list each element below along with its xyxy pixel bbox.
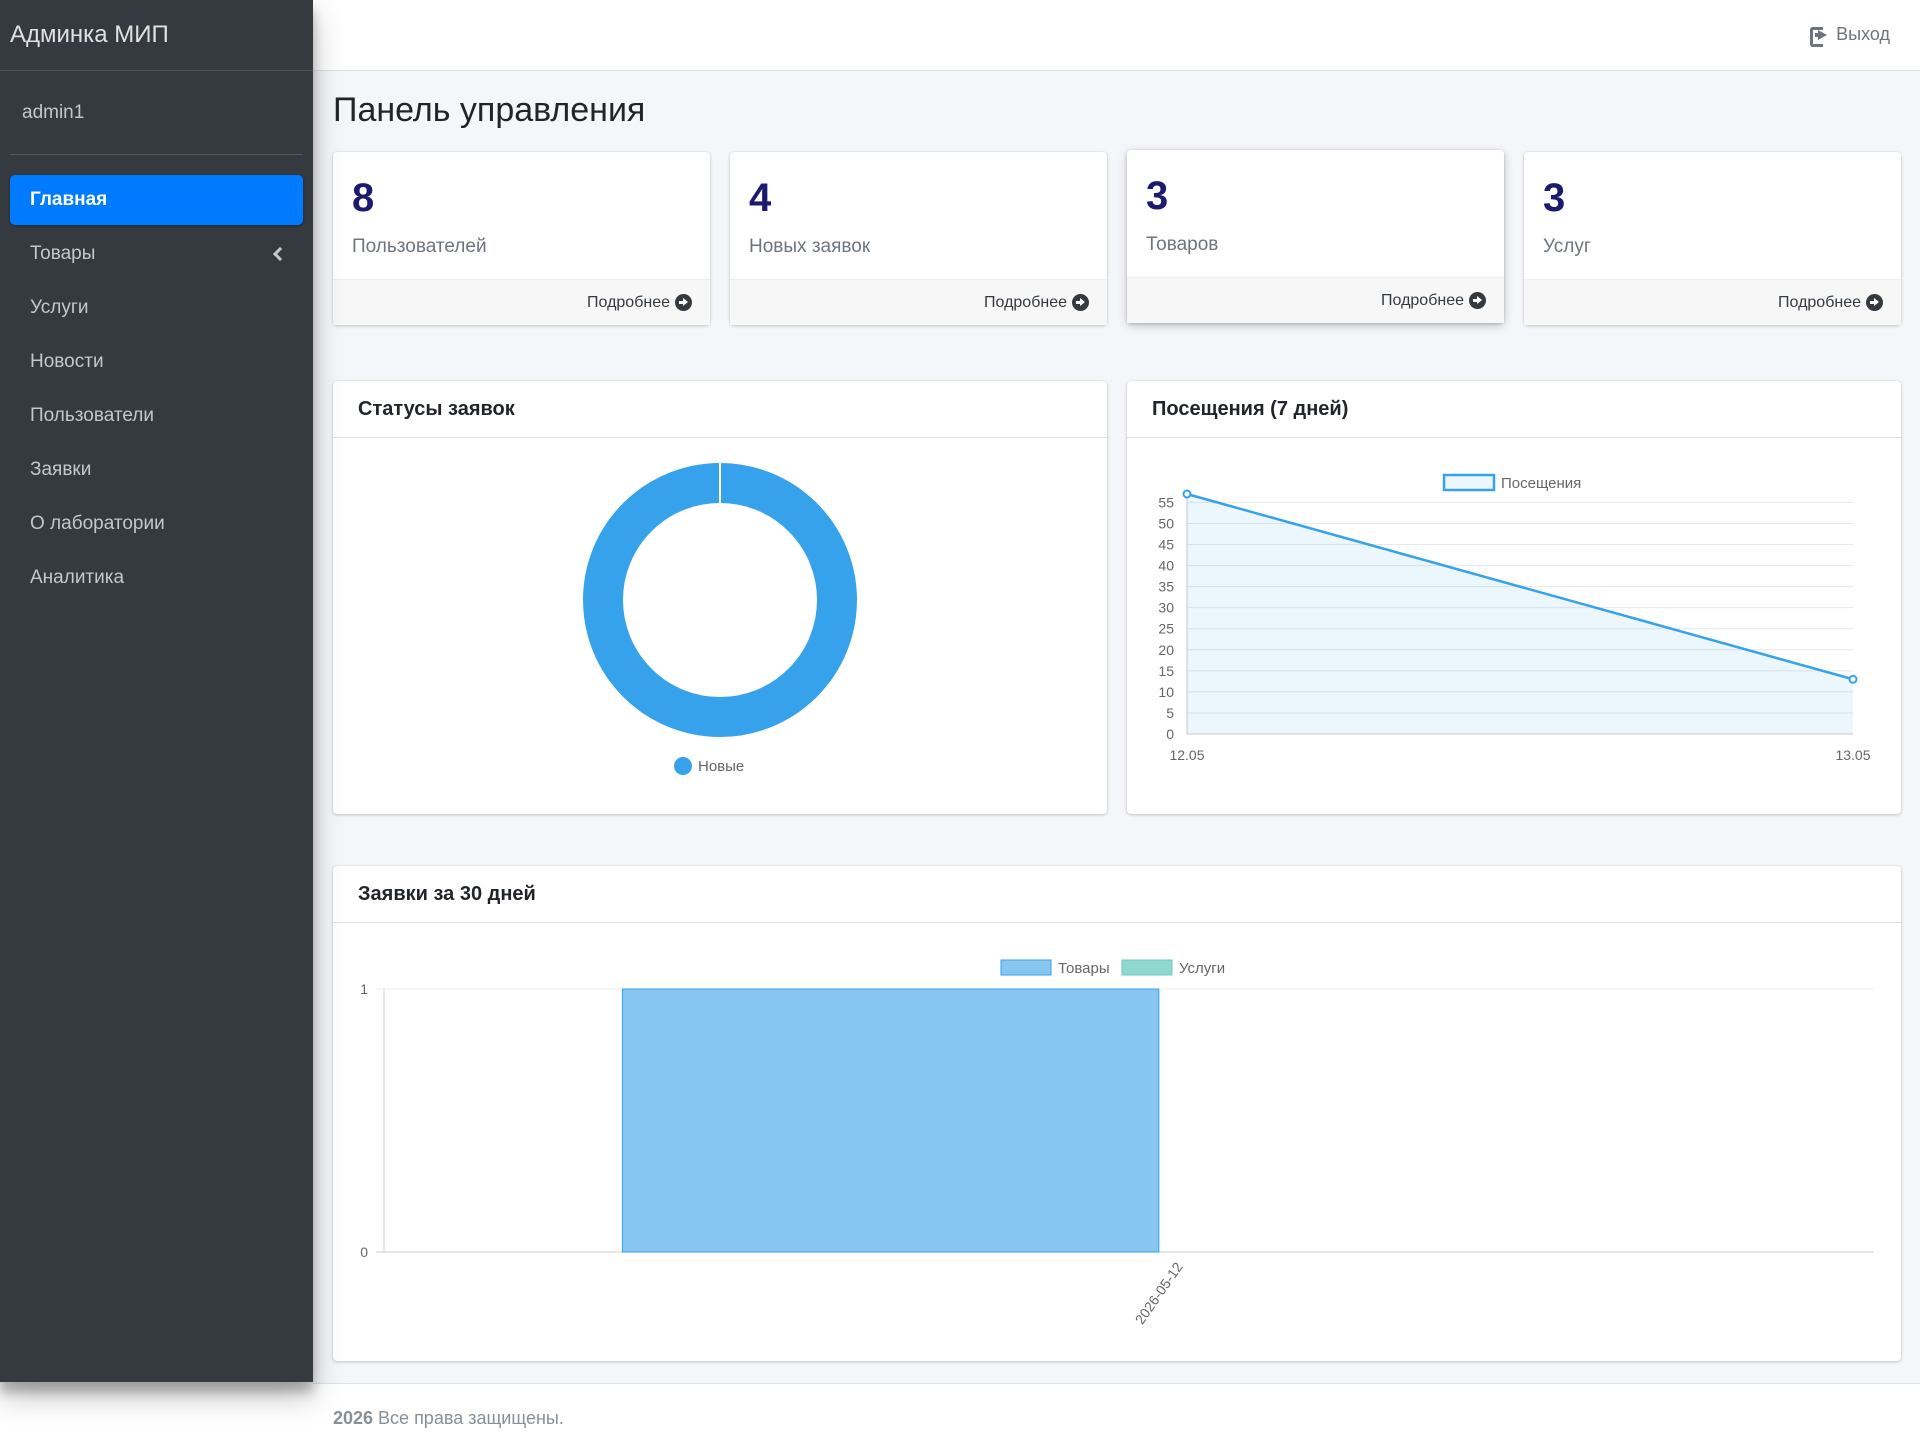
stat-box-services: 3 Услуг Подробнее — [1524, 152, 1901, 325]
stat-more-label: Подробнее — [984, 293, 1067, 311]
nav-item-services[interactable]: Услуги — [10, 283, 303, 333]
y-tick-label: 35 — [1158, 579, 1174, 595]
requests-bar-chart: 0 1 2026-05-12 Товары Услуги — [360, 959, 1874, 1327]
user-name[interactable]: admin1 — [22, 101, 85, 123]
nav-item-requests[interactable]: Заявки — [10, 445, 303, 495]
stat-label: Пользователей — [352, 236, 487, 257]
legend-label-new: Новые — [698, 758, 744, 775]
stat-more-label: Подробнее — [587, 293, 670, 311]
nav-item-label: Главная — [30, 189, 108, 210]
nav-item-news[interactable]: Новости — [10, 337, 303, 387]
y-tick-label: 45 — [1158, 537, 1174, 553]
y-tick-label: 15 — [1158, 663, 1174, 679]
bar-products — [621, 988, 1160, 1253]
nav-item-label: Аналитика — [30, 567, 125, 588]
x-tick-label: 13.05 — [1835, 747, 1870, 763]
nav-item-analytics[interactable]: Аналитика — [10, 553, 303, 603]
stat-more-link[interactable]: Подробнее — [333, 279, 710, 325]
legend-marker-new — [674, 757, 692, 775]
legend-label-products: Товары — [1058, 960, 1110, 977]
legend-label-visits: Посещения — [1501, 475, 1581, 492]
nav-item-label: Пользователи — [30, 405, 155, 426]
nav-item-products[interactable]: Товары — [10, 229, 303, 279]
stat-more-link[interactable]: Подробнее — [1524, 279, 1901, 325]
logout-link[interactable]: Выход — [1810, 24, 1890, 47]
stat-box-new-requests: 4 Новых заявок Подробнее — [730, 152, 1107, 325]
y-tick-label: 0 — [1166, 726, 1174, 742]
footer-text: Все права защищены. — [378, 1407, 564, 1428]
y-tick-label: 55 — [1158, 494, 1174, 510]
visits-chart-card: Посещения (7 дней) 0 5 10 15 20 25 30 35 40 45 50 5… — [1127, 381, 1901, 814]
x-tick-label: 12.05 — [1169, 747, 1204, 763]
brand-text: Админка МИП — [10, 21, 169, 48]
card-title: Заявки за 30 дней — [333, 866, 1901, 923]
y-tick-label: 10 — [1158, 684, 1174, 700]
brand-link[interactable]: Админка МИП — [0, 0, 313, 71]
legend-marker-services — [1121, 959, 1173, 976]
series-line-visits — [1186, 492, 1854, 681]
stat-more-label: Подробнее — [1778, 293, 1861, 311]
nav-item-label: О лаборатории — [30, 513, 165, 534]
series-area-visits — [1187, 494, 1853, 734]
nav-item-about-lab[interactable]: О лаборатории — [10, 499, 303, 549]
main-content: Панель управления 8 Пользователей Подроб… — [313, 71, 1920, 1383]
requests-chart-card: Заявки за 30 дней 0 1 2026-05-12 Товары Услу… — [333, 866, 1901, 1361]
stat-more-link[interactable]: Подробнее — [1127, 277, 1504, 323]
stat-box-users: 8 Пользователей Подробнее — [333, 152, 710, 325]
stat-more-link[interactable]: Подробнее — [730, 279, 1107, 325]
arrow-circle-right-icon — [1072, 294, 1089, 311]
page-title: Панель управления — [333, 91, 646, 129]
stat-label: Услуг — [1543, 236, 1591, 257]
stat-label: Новых заявок — [749, 236, 871, 257]
status-chart-card: Статусы заявок Новые — [333, 381, 1107, 814]
legend-label-services: Услуги — [1179, 960, 1225, 977]
logout-label: Выход — [1836, 24, 1890, 44]
data-point — [1848, 674, 1858, 684]
y-tick-label: 0 — [360, 1244, 368, 1260]
y-tick-label: 50 — [1158, 515, 1174, 531]
footer: 2026 Все права защищены. — [313, 1383, 1920, 1452]
doughnut-slice-new — [583, 463, 857, 737]
visits-line-chart: 0 5 10 15 20 25 30 35 40 45 50 55 12.05 13.05 Посещени… — [1158, 473, 1871, 763]
stat-value: 4 — [749, 176, 772, 220]
nav-item-home[interactable]: Главная — [10, 175, 303, 225]
arrow-circle-right-icon — [1469, 292, 1486, 309]
stat-label: Товаров — [1146, 234, 1219, 255]
card-title: Статусы заявок — [333, 381, 1107, 438]
y-tick-label: 5 — [1166, 705, 1174, 721]
y-tick-label: 40 — [1158, 558, 1174, 574]
legend-marker-products — [1000, 959, 1052, 976]
sidebar-nav: Главная Товары Услуги Новости Пользовате… — [0, 155, 313, 603]
sidebar: Админка МИП admin1 Главная Товары Услуги… — [0, 0, 313, 1382]
footer-year: 2026 — [333, 1407, 374, 1428]
nav-item-label: Заявки — [30, 459, 92, 480]
x-tick-label: 2026-05-12 — [1132, 1259, 1186, 1327]
y-tick-label: 25 — [1158, 621, 1174, 637]
chevron-left-icon — [272, 246, 288, 262]
sign-out-icon — [1810, 26, 1830, 47]
legend-marker-visits — [1442, 473, 1496, 492]
arrow-circle-right-icon — [675, 294, 692, 311]
nav-item-users[interactable]: Пользователи — [10, 391, 303, 441]
card-title: Посещения (7 дней) — [1127, 381, 1901, 438]
stat-more-label: Подробнее — [1381, 291, 1464, 309]
y-tick-label: 30 — [1158, 600, 1174, 616]
stat-value: 3 — [1543, 176, 1566, 220]
user-panel: admin1 — [10, 71, 303, 155]
nav-item-label: Товары — [30, 243, 96, 264]
nav-item-label: Услуги — [30, 297, 89, 318]
stat-value: 3 — [1146, 174, 1169, 218]
status-doughnut-chart: Новые — [583, 463, 857, 775]
stat-value: 8 — [352, 176, 375, 220]
y-tick-label: 1 — [360, 981, 368, 997]
arrow-circle-right-icon — [1866, 294, 1883, 311]
stat-box-products: 3 Товаров Подробнее — [1127, 150, 1504, 323]
data-point — [1182, 489, 1192, 499]
nav-item-label: Новости — [30, 351, 104, 372]
y-tick-label: 20 — [1158, 642, 1174, 658]
topbar: Выход — [313, 0, 1920, 71]
